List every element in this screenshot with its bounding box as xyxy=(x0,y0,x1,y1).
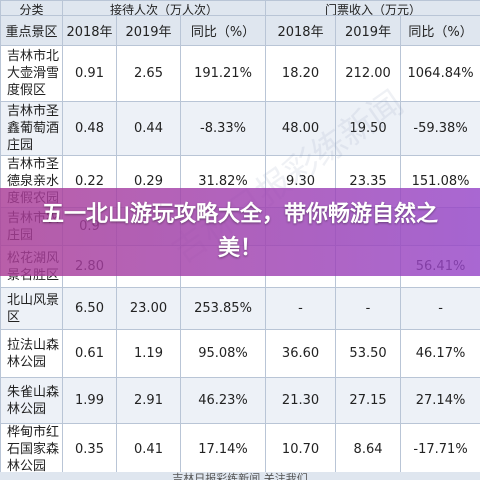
cell: 53.50 xyxy=(335,329,402,378)
row-name: 桦甸市红石国家森林公园 xyxy=(0,423,63,476)
footer: 吉林日报彩练新闻 关注我们 xyxy=(0,472,480,480)
table-row: 桦甸市红石国家森林公园 0.35 0.41 17.14% 10.70 8.64 -17.71… xyxy=(0,423,480,476)
cell: 10.70 xyxy=(265,423,337,476)
group-header-cell: 门票收入（万元） xyxy=(265,0,480,16)
cell: 17.14% xyxy=(179,423,267,476)
row-name: 拉法山森林公园 xyxy=(0,329,63,378)
header-cell: 同比（%） xyxy=(179,15,267,46)
cell: 0.61 xyxy=(62,329,117,378)
cell: 0.91 xyxy=(62,45,117,102)
banner[interactable]: 五一北山游玩攻略大全，带你畅游自然之美！ xyxy=(0,188,480,276)
cell: 27.15 xyxy=(335,377,402,424)
cell: 0.44 xyxy=(116,101,181,156)
cell: 212.00 xyxy=(335,45,402,102)
header-cell: 2018年 xyxy=(62,15,117,46)
cell: 18.20 xyxy=(265,45,337,102)
row-name: 吉林市北大壶滑雪度假区 xyxy=(0,45,63,102)
cell: 1.99 xyxy=(62,377,117,424)
table-row: 吉林市圣鑫葡萄酒庄园 0.48 0.44 -8.33% 48.00 19.50 -59.38… xyxy=(0,101,480,156)
table-row: 吉林市北大壶滑雪度假区 0.91 2.65 191.21% 18.20 212.00 106… xyxy=(0,45,480,102)
header-cell: 2019年 xyxy=(116,15,181,46)
cell: - xyxy=(335,287,402,330)
group-header-cell: 接待人次（万人次） xyxy=(61,0,267,16)
cell: 21.30 xyxy=(265,377,337,424)
table-row: 拉法山森林公园 0.61 1.19 95.08% 36.60 53.50 46.17% xyxy=(0,329,480,378)
cell: 0.35 xyxy=(62,423,117,476)
cell: 95.08% xyxy=(179,329,267,378)
header-cell: 2019年 xyxy=(335,15,402,46)
row-name: 朱雀山森林公园 xyxy=(0,377,63,424)
cell: -59.38% xyxy=(400,101,480,156)
cell: 48.00 xyxy=(265,101,337,156)
header-cell: 同比（%） xyxy=(400,15,480,46)
cell: 0.48 xyxy=(62,101,117,156)
cell: 0.41 xyxy=(116,423,181,476)
cell: 23.00 xyxy=(116,287,181,330)
cell: 253.85% xyxy=(179,287,267,330)
header-row: 重点景区 2018年 2019年 同比（%） 2018年 2019年 同比（%） xyxy=(0,15,480,46)
group-header-cell: 分类 xyxy=(0,0,63,16)
table-row: 北山风景区 6.50 23.00 253.85% - - - xyxy=(0,287,480,330)
cell: 8.64 xyxy=(335,423,402,476)
banner-title[interactable]: 五一北山游玩攻略大全，带你畅游自然之美！ xyxy=(41,202,438,261)
cell: 1.19 xyxy=(116,329,181,378)
cell: 27.14% xyxy=(400,377,480,424)
header-cell: 2018年 xyxy=(265,15,337,46)
row-name: 吉林市圣鑫葡萄酒庄园 xyxy=(0,101,63,156)
cell: -17.71% xyxy=(400,423,480,476)
cell: 2.65 xyxy=(116,45,181,102)
cell: 46.17% xyxy=(400,329,480,378)
cell: 36.60 xyxy=(265,329,337,378)
cell: - xyxy=(265,287,337,330)
group-header-row: 分类 接待人次（万人次） 门票收入（万元） xyxy=(0,0,480,16)
table-row: 朱雀山森林公园 1.99 2.91 46.23% 21.30 27.15 27.14% xyxy=(0,377,480,424)
cell: - xyxy=(400,287,480,330)
row-name: 北山风景区 xyxy=(0,287,63,330)
cell: 191.21% xyxy=(179,45,267,102)
cell: 6.50 xyxy=(62,287,117,330)
cell: 1064.84% xyxy=(400,45,480,102)
header-cell: 重点景区 xyxy=(0,15,63,46)
cell: 46.23% xyxy=(179,377,267,424)
cell: -8.33% xyxy=(179,101,267,156)
cell: 2.91 xyxy=(116,377,181,424)
